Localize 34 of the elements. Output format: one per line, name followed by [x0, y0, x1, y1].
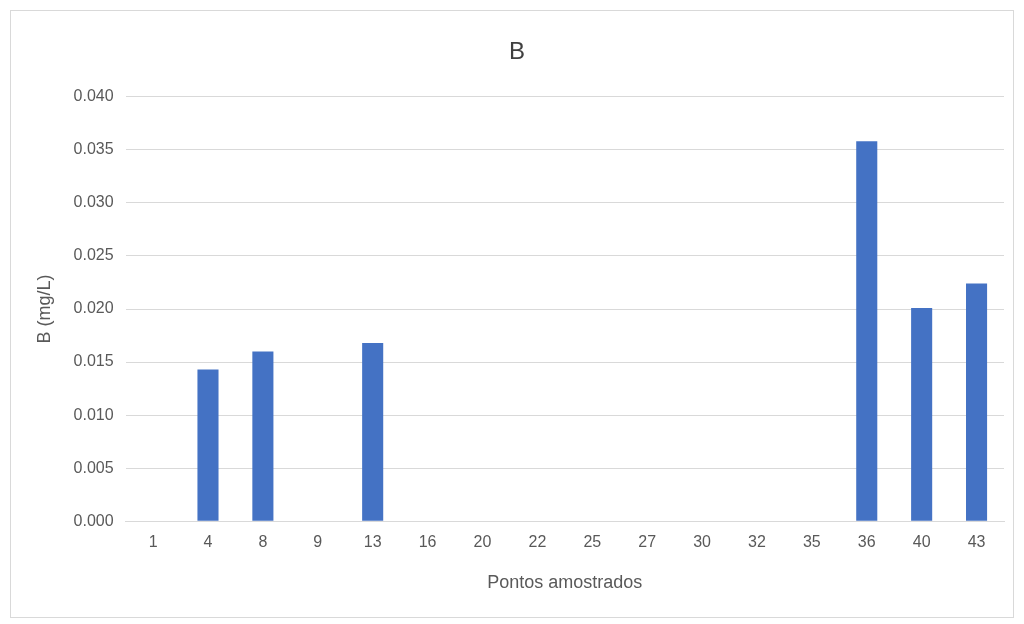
x-tick-label: 30 [693, 533, 712, 551]
x-axis-title: Pontos amostrados [487, 572, 643, 593]
bar [197, 369, 219, 521]
x-tick-label: 1 [148, 533, 158, 551]
x-tick-label: 9 [313, 533, 323, 551]
bar [252, 351, 274, 521]
y-tick-label: 0.005 [73, 458, 114, 476]
x-tick-label: 32 [748, 533, 766, 551]
x-tick-label: 16 [418, 533, 437, 551]
y-tick-label: 0.035 [73, 140, 114, 158]
y-tick-label: 0.010 [73, 405, 114, 423]
x-tick-label: 20 [473, 533, 492, 551]
x-tick-label: 36 [857, 533, 876, 551]
bar [966, 283, 988, 521]
x-tick-label: 40 [912, 533, 931, 551]
x-tick-label: 35 [802, 533, 821, 551]
y-axis-title: B (mg/L) [33, 274, 54, 344]
y-tick-label: 0.040 [73, 87, 114, 105]
bar [856, 141, 878, 521]
chart-title: B [508, 37, 526, 65]
x-tick-label: 13 [363, 533, 382, 551]
y-tick-label: 0.000 [73, 511, 114, 529]
y-tick-label: 0.015 [73, 352, 114, 370]
x-tick-label: 8 [258, 533, 268, 551]
x-tick-label: 27 [638, 533, 657, 551]
y-tick-label: 0.020 [73, 299, 114, 317]
x-tick-label: 43 [967, 533, 986, 551]
x-tick-label: 25 [583, 533, 602, 551]
y-tick-label: 0.025 [73, 246, 114, 264]
bar [911, 307, 933, 521]
y-tick-label: 0.030 [73, 193, 114, 211]
x-tick-label: 4 [203, 533, 213, 551]
bar [362, 342, 384, 521]
x-tick-label: 22 [528, 533, 547, 551]
